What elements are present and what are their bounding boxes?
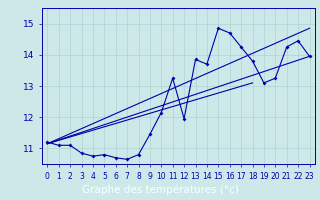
Text: Graphe des températures (°c): Graphe des températures (°c) <box>82 184 238 195</box>
